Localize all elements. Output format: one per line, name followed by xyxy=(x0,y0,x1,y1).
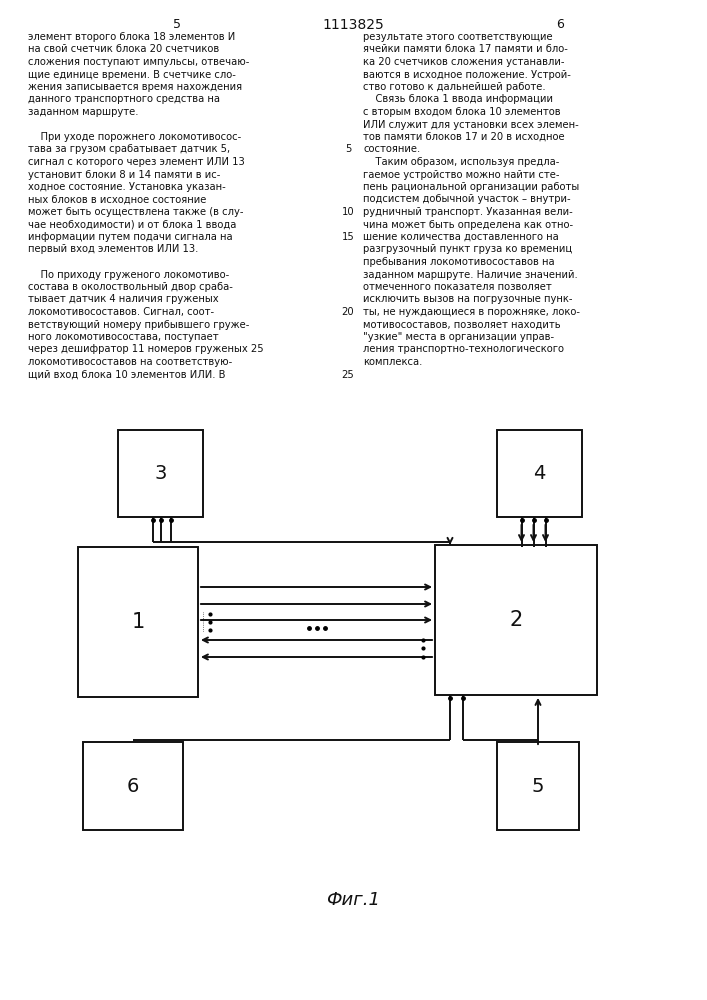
Text: 2: 2 xyxy=(509,610,522,630)
Bar xyxy=(78,547,198,697)
Text: сложения поступают импульсы, отвечаю-: сложения поступают импульсы, отвечаю- xyxy=(28,57,250,67)
Text: 5: 5 xyxy=(345,144,351,154)
Text: локомотивосоставов на соответствую-: локомотивосоставов на соответствую- xyxy=(28,357,233,367)
Text: результате этого соответствующие: результате этого соответствующие xyxy=(363,32,553,42)
Text: ваются в исходное положение. Устрой-: ваются в исходное положение. Устрой- xyxy=(363,70,571,80)
Bar xyxy=(118,430,203,517)
Text: 15: 15 xyxy=(341,232,354,242)
Text: состава в околоствольный двор сраба-: состава в околоствольный двор сраба- xyxy=(28,282,233,292)
Text: Таким образом, используя предла-: Таким образом, используя предла- xyxy=(363,157,559,167)
Text: 3: 3 xyxy=(154,464,167,483)
Text: "узкие" места в организации управ-: "узкие" места в организации управ- xyxy=(363,332,554,342)
Text: ления транспортно-технологического: ления транспортно-технологического xyxy=(363,344,564,355)
Text: гаемое устройство можно найти сте-: гаемое устройство можно найти сте- xyxy=(363,169,559,180)
Text: 5: 5 xyxy=(173,18,181,31)
Text: может быть осуществлена также (в слу-: может быть осуществлена также (в слу- xyxy=(28,207,243,217)
Text: 10: 10 xyxy=(341,207,354,217)
Text: 6: 6 xyxy=(556,18,564,31)
Text: чае необходимости) и от блока 1 ввода: чае необходимости) и от блока 1 ввода xyxy=(28,220,236,230)
Text: с вторым входом блока 10 элементов: с вторым входом блока 10 элементов xyxy=(363,107,561,117)
Text: пень рациональной организации работы: пень рациональной организации работы xyxy=(363,182,579,192)
Text: щие единице времени. В счетчике сло-: щие единице времени. В счетчике сло- xyxy=(28,70,236,80)
Text: 1: 1 xyxy=(132,612,145,632)
Text: ных блоков в исходное состояние: ных блоков в исходное состояние xyxy=(28,194,206,205)
Text: разгрузочный пункт груза ко времениц: разгрузочный пункт груза ко времениц xyxy=(363,244,572,254)
Text: подсистем добычной участок – внутри-: подсистем добычной участок – внутри- xyxy=(363,194,571,205)
Text: на свой счетчик блока 20 счетчиков: на свой счетчик блока 20 счетчиков xyxy=(28,44,219,54)
Text: ветствующий номеру прибывшего груже-: ветствующий номеру прибывшего груже- xyxy=(28,320,250,330)
Text: комплекса.: комплекса. xyxy=(363,357,422,367)
Text: При уходе порожнего локомотивосос-: При уходе порожнего локомотивосос- xyxy=(28,132,241,142)
Text: ходное состояние. Установка указан-: ходное состояние. Установка указан- xyxy=(28,182,226,192)
Text: Фиг.1: Фиг.1 xyxy=(327,891,380,909)
Text: По приходу груженого локомотиво-: По приходу груженого локомотиво- xyxy=(28,269,229,279)
Text: тов памяти блоков 17 и 20 в исходное: тов памяти блоков 17 и 20 в исходное xyxy=(363,132,565,142)
Text: чина может быть определена как отно-: чина может быть определена как отно- xyxy=(363,220,573,230)
Text: заданном маршруте. Наличие значений.: заданном маршруте. Наличие значений. xyxy=(363,269,578,279)
Text: ячейки памяти блока 17 памяти и бло-: ячейки памяти блока 17 памяти и бло- xyxy=(363,44,568,54)
Text: щий вход блока 10 элементов ИЛИ. В: щий вход блока 10 элементов ИЛИ. В xyxy=(28,369,226,379)
Text: заданном маршруте.: заданном маршруте. xyxy=(28,107,139,117)
Text: жения записывается время нахождения: жения записывается время нахождения xyxy=(28,82,242,92)
Text: тывает датчик 4 наличия груженых: тывает датчик 4 наличия груженых xyxy=(28,294,218,304)
Text: 5: 5 xyxy=(532,776,544,796)
Text: 1113825: 1113825 xyxy=(322,18,385,32)
Text: данного транспортного средства на: данного транспортного средства на xyxy=(28,95,220,104)
Text: исключить вызов на погрузочные пунк-: исключить вызов на погрузочные пунк- xyxy=(363,294,573,304)
Text: пребывания локомотивосоставов на: пребывания локомотивосоставов на xyxy=(363,257,554,267)
Bar xyxy=(497,742,579,830)
Bar xyxy=(435,545,597,695)
Text: ИЛИ служит для установки всех элемен-: ИЛИ служит для установки всех элемен- xyxy=(363,119,579,129)
Text: первый вход элементов ИЛИ 13.: первый вход элементов ИЛИ 13. xyxy=(28,244,199,254)
Bar xyxy=(497,430,582,517)
Text: информации путем подачи сигнала на: информации путем подачи сигнала на xyxy=(28,232,233,242)
Text: тава за грузом срабатывает датчик 5,: тава за грузом срабатывает датчик 5, xyxy=(28,144,230,154)
Text: 4: 4 xyxy=(533,464,546,483)
Text: сигнал с которого через элемент ИЛИ 13: сигнал с которого через элемент ИЛИ 13 xyxy=(28,157,245,167)
Text: локомотивосоставов. Сигнал, соот-: локомотивосоставов. Сигнал, соот- xyxy=(28,307,214,317)
Text: 6: 6 xyxy=(127,776,139,796)
Text: через дешифратор 11 номеров груженых 25: через дешифратор 11 номеров груженых 25 xyxy=(28,344,264,355)
Text: ство готово к дальнейшей работе.: ство готово к дальнейшей работе. xyxy=(363,82,546,92)
Bar xyxy=(83,742,183,830)
Text: шение количества доставленного на: шение количества доставленного на xyxy=(363,232,559,242)
Text: мотивосоставов, позволяет находить: мотивосоставов, позволяет находить xyxy=(363,320,561,330)
Text: 25: 25 xyxy=(341,369,354,379)
Text: Связь блока 1 ввода информации: Связь блока 1 ввода информации xyxy=(363,95,553,104)
Text: состояние.: состояние. xyxy=(363,144,420,154)
Text: рудничный транспорт. Указанная вели-: рудничный транспорт. Указанная вели- xyxy=(363,207,573,217)
Text: ка 20 счетчиков сложения устанавли-: ка 20 счетчиков сложения устанавли- xyxy=(363,57,564,67)
Text: элемент второго блока 18 элементов И: элемент второго блока 18 элементов И xyxy=(28,32,235,42)
Text: установит блоки 8 и 14 памяти в ис-: установит блоки 8 и 14 памяти в ис- xyxy=(28,169,221,180)
Text: отмеченного показателя позволяет: отмеченного показателя позволяет xyxy=(363,282,551,292)
Text: ного локомотивосостава, поступает: ного локомотивосостава, поступает xyxy=(28,332,218,342)
Text: ты, не нуждающиеся в порожняке, локо-: ты, не нуждающиеся в порожняке, локо- xyxy=(363,307,580,317)
Text: 20: 20 xyxy=(341,307,354,317)
